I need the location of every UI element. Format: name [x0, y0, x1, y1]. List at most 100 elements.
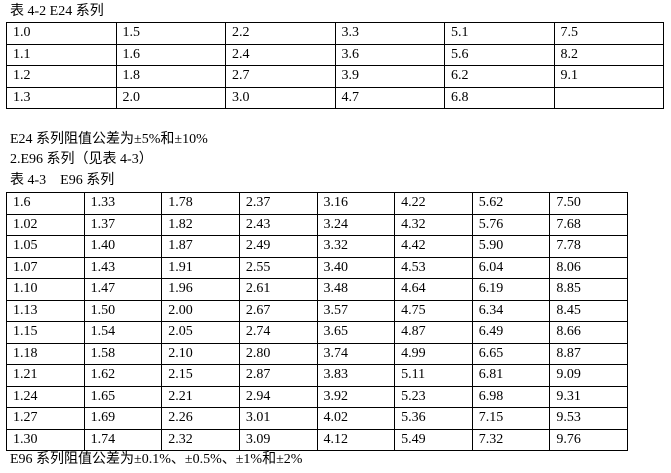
table-cell: 1.54	[83, 321, 163, 344]
table-cell: 3.0	[225, 86, 336, 109]
table-cell: 3.01	[238, 407, 318, 430]
table-cell: 7.50	[549, 192, 628, 215]
table-cell: 2.32	[161, 428, 240, 451]
table-cell: 5.36	[394, 407, 473, 430]
table-cell: 7.78	[549, 235, 628, 258]
table-cell: 1.78	[161, 192, 240, 215]
table-row: 1.02 1.37 1.82 2.43 3.24 4.32 5.76 7.68	[6, 213, 628, 236]
table-cell: 2.37	[238, 192, 318, 215]
table-cell: 9.09	[549, 364, 628, 387]
table-cell: 1.3	[6, 86, 117, 109]
table-cell: 2.49	[238, 235, 318, 258]
table-cell: 1.50	[83, 299, 163, 322]
table-cell: 3.3	[334, 22, 445, 45]
table-cell: 3.9	[334, 65, 445, 88]
table-cell: 2.0	[115, 86, 226, 109]
table-cell: 1.40	[83, 235, 163, 258]
table-cell: 3.24	[316, 213, 396, 236]
table-cell: 1.74	[83, 428, 163, 451]
table-cell: 2.43	[238, 213, 318, 236]
e24-table: 1.0 1.5 2.2 3.3 5.1 7.5 1.1 1.6 2.4 3.6 5.6 8.2 1.2 1…	[6, 22, 664, 109]
table-cell: 1.0	[6, 22, 117, 45]
table-cell: 1.18	[6, 342, 85, 365]
table-cell: 3.32	[316, 235, 396, 258]
table-row: 1.18 1.58 2.10 2.80 3.74 4.99 6.65 8.87	[6, 342, 628, 365]
table-cell: 2.80	[238, 342, 318, 365]
table-cell: 2.05	[161, 321, 240, 344]
table-cell: 9.1	[553, 65, 664, 88]
table-cell: 5.1	[444, 22, 555, 45]
table-cell: 1.30	[6, 428, 85, 451]
table-cell: 1.33	[83, 192, 163, 215]
table-cell: 4.87	[394, 321, 473, 344]
table-cell: 1.2	[6, 65, 117, 88]
table-cell: 1.65	[83, 385, 163, 408]
table-cell: 1.24	[6, 385, 85, 408]
table-cell: 6.81	[471, 364, 551, 387]
table-cell: 4.32	[394, 213, 473, 236]
e24-tolerance-note: E24 系列阻值公差为±5%和±10%	[10, 132, 208, 147]
table-cell: 4.22	[394, 192, 473, 215]
table-row: 1.07 1.43 1.91 2.55 3.40 4.53 6.04 8.06	[6, 256, 628, 279]
table-cell: 5.90	[471, 235, 551, 258]
table-cell: 4.75	[394, 299, 473, 322]
table-cell: 1.1	[6, 43, 117, 66]
table-cell: 2.00	[161, 299, 240, 322]
table-cell: 2.4	[225, 43, 336, 66]
table-cell: 2.2	[225, 22, 336, 45]
table-4-2-caption: 表 4-2 E24 系列	[10, 4, 104, 19]
table-cell: 9.53	[549, 407, 628, 430]
table-row: 1.0 1.5 2.2 3.3 5.1 7.5	[6, 22, 664, 45]
table-cell: 6.98	[471, 385, 551, 408]
table-cell: 2.87	[238, 364, 318, 387]
table-row: 1.15 1.54 2.05 2.74 3.65 4.87 6.49 8.66	[6, 321, 628, 344]
table-cell: 1.27	[6, 407, 85, 430]
table-cell: 1.13	[6, 299, 85, 322]
table-cell: 4.64	[394, 278, 473, 301]
table-cell: 4.02	[316, 407, 396, 430]
table-cell: 9.76	[549, 428, 628, 451]
table-cell: 2.74	[238, 321, 318, 344]
table-cell: 5.49	[394, 428, 473, 451]
table-cell: 8.66	[549, 321, 628, 344]
table-cell: 2.15	[161, 364, 240, 387]
table-cell: 7.32	[471, 428, 551, 451]
table-cell: 1.82	[161, 213, 240, 236]
table-cell: 2.61	[238, 278, 318, 301]
table-row: 1.24 1.65 2.21 2.94 3.92 5.23 6.98 9.31	[6, 385, 628, 408]
table-cell: 1.87	[161, 235, 240, 258]
e96-table: 1.6 1.33 1.78 2.37 3.16 4.22 5.62 7.50 1.02 1.37 1…	[6, 192, 628, 451]
table-cell: 3.74	[316, 342, 396, 365]
table-cell: 3.40	[316, 256, 396, 279]
table-cell: 3.09	[238, 428, 318, 451]
table-row: 1.13 1.50 2.00 2.67 3.57 4.75 6.34 8.45	[6, 299, 628, 322]
table-cell: 1.15	[6, 321, 85, 344]
table-cell: 1.21	[6, 364, 85, 387]
table-cell: 7.5	[553, 22, 664, 45]
table-cell: 2.94	[238, 385, 318, 408]
table-row: 1.05 1.40 1.87 2.49 3.32 4.42 5.90 7.78	[6, 235, 628, 258]
table-cell: 6.2	[444, 65, 555, 88]
table-cell: 9.31	[549, 385, 628, 408]
table-cell: 1.6	[115, 43, 226, 66]
table-cell: 6.49	[471, 321, 551, 344]
table-cell: 1.07	[6, 256, 85, 279]
table-cell: 3.6	[334, 43, 445, 66]
table-cell: 2.67	[238, 299, 318, 322]
table-cell: 4.42	[394, 235, 473, 258]
table-cell: 8.87	[549, 342, 628, 365]
table-cell: 5.23	[394, 385, 473, 408]
table-cell: 2.26	[161, 407, 240, 430]
table-cell: 4.99	[394, 342, 473, 365]
table-cell: 3.16	[316, 192, 396, 215]
table-cell: 6.19	[471, 278, 551, 301]
table-cell: 3.83	[316, 364, 396, 387]
table-cell: 2.10	[161, 342, 240, 365]
table-cell: 5.62	[471, 192, 551, 215]
table-cell: 1.69	[83, 407, 163, 430]
table-cell: 6.8	[444, 86, 555, 109]
table-cell: 8.06	[549, 256, 628, 279]
table-cell: 6.65	[471, 342, 551, 365]
table-cell: 3.65	[316, 321, 396, 344]
table-cell: 1.47	[83, 278, 163, 301]
